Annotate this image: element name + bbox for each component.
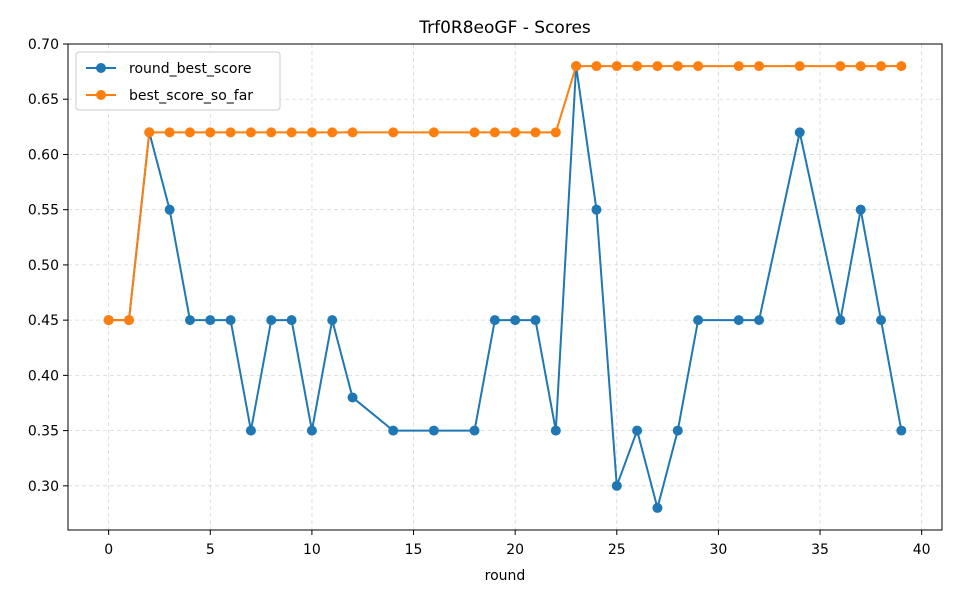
data-point	[754, 315, 765, 326]
data-point	[184, 315, 195, 326]
legend: round_best_score best_score_so_far	[75, 51, 281, 111]
data-point	[245, 127, 256, 138]
y-tick-label: 0.50	[28, 258, 59, 274]
series-line	[108, 65, 903, 509]
series-line	[108, 65, 902, 322]
x-tick-label: 30	[710, 542, 728, 558]
data-point	[652, 502, 663, 513]
data-point	[855, 204, 866, 215]
data-point	[754, 61, 765, 72]
data-point	[306, 425, 317, 436]
data-point	[794, 61, 805, 72]
chart-title: Trf0R8eoGF - Scores	[418, 18, 591, 38]
series-best_score_so_far	[103, 61, 907, 326]
data-point	[835, 61, 846, 72]
data-point	[306, 127, 317, 138]
data-point	[733, 315, 744, 326]
data-point	[205, 315, 216, 326]
ticks: 0 5 10 15 20 25 30 35 40 0.30 0.35 0.40 0.45 0.50 0.55…	[28, 37, 931, 558]
data-point	[266, 315, 277, 326]
x-tick-label: 35	[811, 542, 829, 558]
data-point	[550, 425, 561, 436]
data-point	[794, 127, 805, 138]
data-point	[733, 61, 744, 72]
y-tick-label: 0.45	[28, 313, 59, 329]
data-point	[571, 61, 582, 72]
data-point	[876, 61, 887, 72]
legend-marker	[96, 63, 106, 73]
data-point	[225, 127, 236, 138]
x-tick-label: 20	[506, 542, 524, 558]
data-point	[164, 127, 175, 138]
data-point	[245, 425, 256, 436]
data-point	[388, 425, 399, 436]
data-point	[469, 127, 480, 138]
series-layer	[103, 61, 907, 513]
data-point	[835, 315, 846, 326]
data-point	[428, 425, 439, 436]
y-tick-label: 0.70	[28, 37, 59, 53]
plot-frame	[67, 43, 943, 531]
data-point	[489, 127, 500, 138]
data-point	[286, 127, 297, 138]
data-point	[428, 127, 439, 138]
data-point	[347, 392, 358, 403]
data-point	[855, 61, 866, 72]
data-point	[266, 127, 277, 138]
data-point	[672, 61, 683, 72]
legend-box	[75, 51, 281, 111]
data-point	[530, 127, 541, 138]
data-point	[184, 127, 195, 138]
data-point	[591, 204, 602, 215]
data-point	[896, 425, 907, 436]
y-tick-label: 0.60	[28, 147, 59, 163]
data-point	[164, 204, 175, 215]
data-point	[510, 127, 521, 138]
legend-label: round_best_score	[129, 61, 252, 77]
x-tick-label: 0	[104, 542, 113, 558]
legend-label: best_score_so_far	[129, 88, 253, 104]
y-tick-label: 0.30	[28, 479, 59, 495]
x-tick-label: 25	[608, 542, 626, 558]
data-point	[123, 315, 134, 326]
data-point	[225, 315, 236, 326]
data-point	[510, 315, 521, 326]
y-tick-label: 0.35	[28, 424, 59, 440]
x-axis-title: round	[485, 568, 526, 584]
data-point	[693, 315, 704, 326]
data-point	[530, 315, 541, 326]
y-tick-label: 0.40	[28, 368, 59, 384]
data-point	[286, 315, 297, 326]
data-point	[611, 480, 622, 491]
data-point	[550, 127, 561, 138]
y-tick-label: 0.65	[28, 92, 59, 108]
data-point	[103, 315, 114, 326]
x-tick-label: 10	[303, 542, 321, 558]
x-tick-label: 40	[913, 542, 931, 558]
x-tick-label: 5	[206, 542, 215, 558]
data-point	[632, 425, 643, 436]
data-point	[693, 61, 704, 72]
data-point	[591, 61, 602, 72]
data-point	[652, 61, 663, 72]
data-point	[611, 61, 622, 72]
data-point	[876, 315, 887, 326]
data-point	[896, 61, 907, 72]
data-point	[205, 127, 216, 138]
y-tick-label: 0.55	[28, 203, 59, 219]
x-tick-label: 15	[405, 542, 423, 558]
data-point	[632, 61, 643, 72]
data-point	[469, 425, 480, 436]
data-point	[327, 315, 338, 326]
legend-marker	[96, 90, 106, 100]
data-point	[489, 315, 500, 326]
data-point	[327, 127, 338, 138]
data-point	[672, 425, 683, 436]
data-point	[388, 127, 399, 138]
data-point	[144, 127, 155, 138]
data-point	[347, 127, 358, 138]
